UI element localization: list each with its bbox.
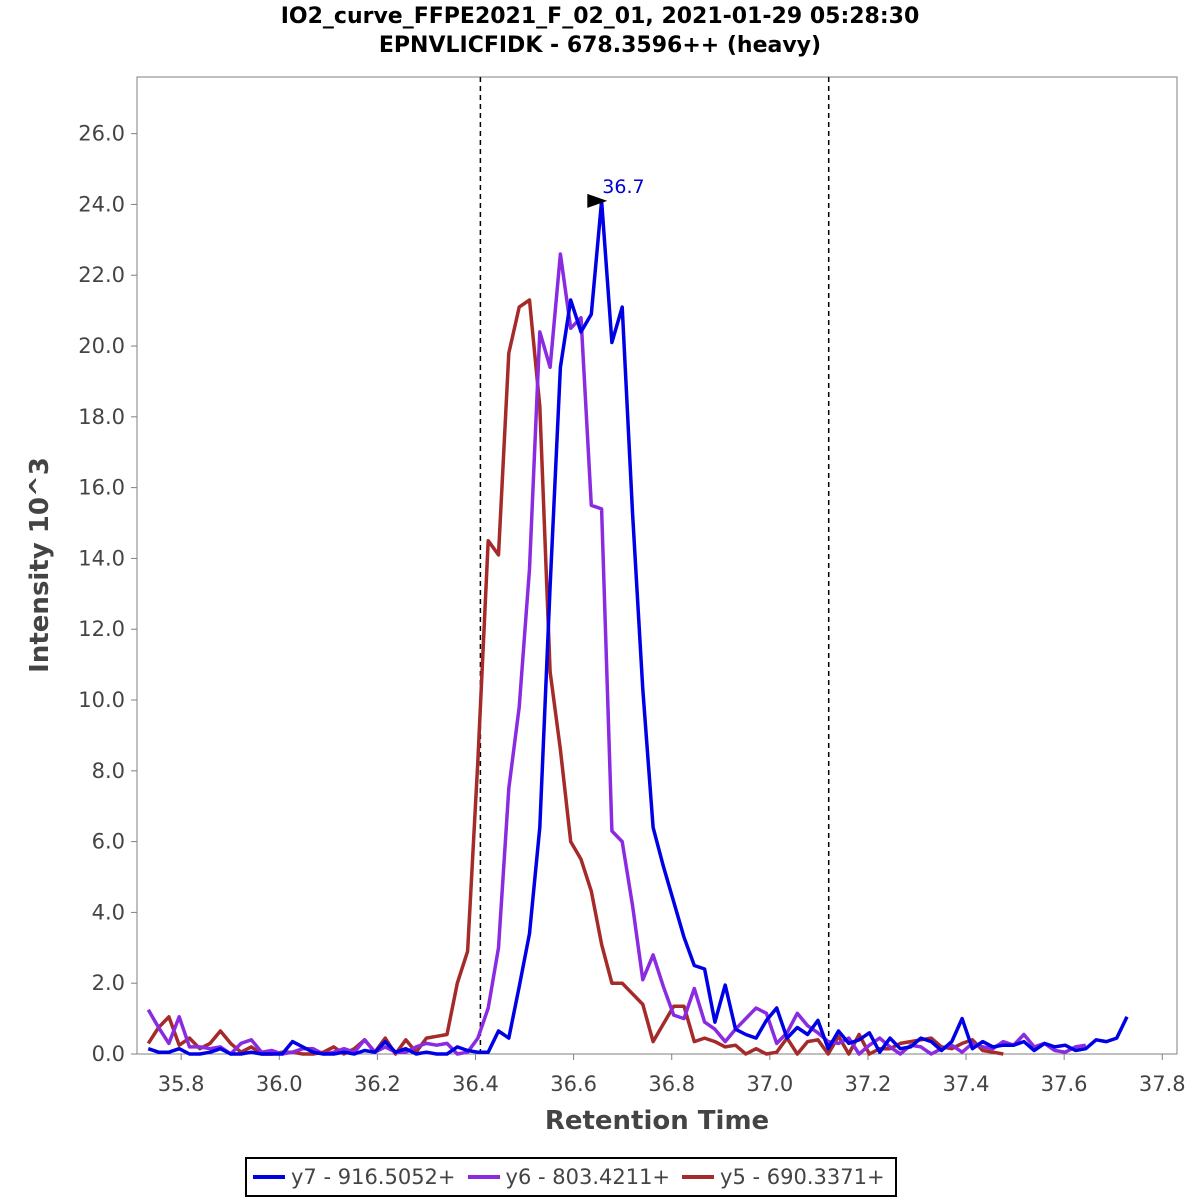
x-tick-label: 37.8 — [1139, 1072, 1186, 1096]
integration-boundaries — [479, 77, 830, 1054]
y-tick-label: 16.0 — [78, 476, 125, 500]
chart-subtitle: EPNVLICFIDK - 678.3596++ (heavy) — [379, 33, 821, 58]
x-tick-label: 36.2 — [354, 1072, 401, 1096]
x-tick-label: 37.2 — [845, 1072, 892, 1096]
legend-label-y7: y7 - 916.5052+ — [291, 1165, 456, 1189]
annotation-layer: 36.7 — [587, 176, 645, 208]
plot-area — [136, 76, 1178, 1055]
legend-item-y7[interactable]: y7 - 916.5052+ — [253, 1165, 456, 1189]
x-tick-label: 37.6 — [1041, 1072, 1088, 1096]
chart: IO2_curve_FFPE2021_F_02_01, 2021-01-29 0… — [25, 4, 1186, 1136]
y-tick-label: 26.0 — [78, 122, 125, 146]
x-tick-label: 36.6 — [550, 1072, 597, 1096]
x-axis-title: Retention Time — [545, 1106, 769, 1136]
x-tick-label: 35.8 — [158, 1072, 205, 1096]
legend-swatch-y5 — [682, 1175, 715, 1179]
peak-marker — [587, 193, 608, 208]
legend: y7 - 916.5052+ y6 - 803.4211+ y5 - 690.3… — [245, 1157, 897, 1197]
y-tick-label: 22.0 — [78, 263, 125, 287]
x-tick-label: 36.0 — [256, 1072, 303, 1096]
x-tick-label: 36.4 — [452, 1072, 499, 1096]
legend-label-y6: y6 - 803.4211+ — [505, 1165, 671, 1189]
y-tick-label: 20.0 — [78, 334, 125, 358]
x-tick-label: 36.8 — [648, 1072, 695, 1096]
chart-title: IO2_curve_FFPE2021_F_02_01, 2021-01-29 0… — [281, 4, 920, 29]
x-tick-label: 37.4 — [943, 1072, 990, 1096]
x-axis: 35.8 36.0 36.2 36.4 36.6 36.8 37.0 37.2 37.4 37.6… — [158, 1054, 1186, 1096]
y-tick-label: 10.0 — [78, 688, 125, 712]
legend-item-y6[interactable]: y6 - 803.4211+ — [467, 1165, 671, 1189]
legend-swatch-y6 — [467, 1175, 500, 1179]
y-tick-label: 14.0 — [78, 546, 125, 570]
y-tick-label: 6.0 — [92, 830, 125, 854]
y-axis-title: Intensity 10^3 — [25, 457, 55, 673]
y-tick-label: 0.0 — [92, 1042, 125, 1066]
y-tick-label: 4.0 — [92, 900, 125, 924]
y-tick-label: 8.0 — [92, 759, 125, 783]
legend-item-y5[interactable]: y5 - 690.3371+ — [682, 1165, 885, 1189]
y-tick-label: 12.0 — [78, 617, 125, 641]
series-line-y7 — [147, 199, 1129, 1056]
x-tick-label: 37.0 — [746, 1072, 793, 1096]
series-layer — [146, 199, 1129, 1056]
y-tick-label: 18.0 — [78, 405, 125, 429]
legend-label-y5: y5 - 690.3371+ — [720, 1165, 885, 1189]
y-axis: 0.0 2.0 4.0 6.0 8.0 10.0 12.0 14.0 16.0 18.0 20.0 2… — [78, 122, 137, 1066]
peak-label: 36.7 — [602, 176, 644, 198]
y-tick-label: 24.0 — [78, 192, 125, 216]
y-tick-label: 2.0 — [92, 971, 125, 995]
legend-swatch-y7 — [253, 1175, 285, 1179]
